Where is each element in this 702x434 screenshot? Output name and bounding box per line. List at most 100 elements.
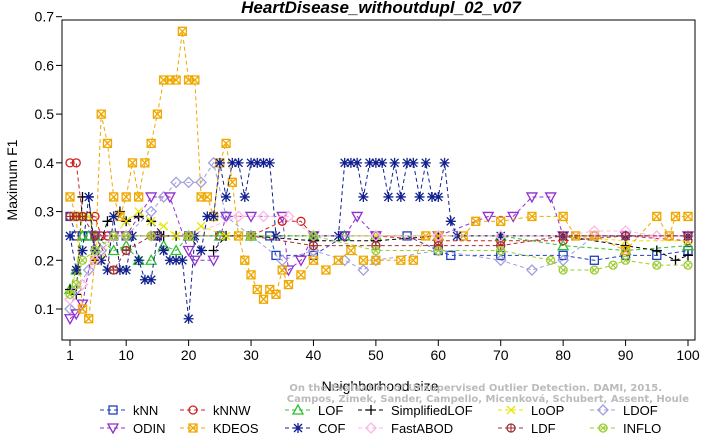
data-point-KDEOS [471,216,481,226]
data-point-kNN [271,250,281,261]
data-point-LoOP [159,221,169,231]
data-point-LDOF [369,254,382,267]
data-point-FastABOD [282,210,295,223]
data-point-COF [452,230,463,241]
data-point-kNN [589,255,600,265]
data-point-COF [133,255,144,266]
data-point-INFLO [90,245,100,256]
data-point-KDEOS [140,158,150,168]
data-point-KDEOS [152,109,163,119]
data-point-LOF [681,239,695,251]
data-point-COF [158,245,169,256]
y-tick-label: 0.4 [35,155,55,171]
data-point-ODIN [70,309,83,321]
data-point-KDEOS [202,192,212,202]
legend-label: KDEOS [213,421,259,434]
y-axis-label: Maximum F1 [4,139,20,220]
data-point-KDEOS [308,255,319,265]
data-point-LDF [683,231,693,241]
data-point-INFLO [620,255,631,265]
data-point-ODIN [544,192,557,204]
data-point-COF [495,230,506,241]
data-point-COF [370,157,381,168]
legend-marker-KDEOS [188,423,198,433]
legend-label: ODIN [133,421,166,434]
data-point-INFLO [371,245,381,256]
data-point-ODIN [207,255,220,267]
data-point-COF [264,157,275,168]
data-point-LDOF [170,176,183,189]
data-point-KDEOS [652,211,662,222]
data-point-COF [102,265,113,276]
data-point-SimplifiedLOF [651,245,662,256]
data-point-LDF [109,265,119,275]
data-point-kNNW [65,158,75,168]
data-point-COF [202,211,213,222]
data-point-COF [427,191,438,202]
data-point-COF [345,157,356,168]
data-point-LDOF [207,156,220,169]
data-point-COF [445,216,456,227]
data-point-LDOF [64,303,76,315]
data-point-FastABOD [494,230,507,242]
series-line-KDEOS [69,31,688,321]
data-point-FastABOD [650,230,663,242]
data-point-KDEOS [333,255,344,265]
data-point-COF [196,245,207,256]
data-point-kNN [496,250,506,261]
data-point-KDEOS [77,304,88,314]
data-point-KDEOS [121,192,131,202]
data-point-KDEOS [246,270,256,280]
data-point-LDF [371,241,381,251]
data-point-KDEOS [177,26,188,36]
data-point-COF [339,157,350,168]
data-point-COF [439,157,450,168]
data-point-COF [65,230,75,241]
data-point-kNNW [71,158,81,168]
data-point-INFLO [109,231,119,241]
data-point-KDEOS [271,289,281,300]
data-point-COF [420,157,431,168]
data-point-COF [377,157,388,168]
data-point-LoOP [196,221,206,231]
data-point-INFLO [652,260,662,270]
legend-item-ODIN: ODIN [100,421,166,434]
data-point-LDF [121,245,131,256]
data-point-KDEOS [670,211,681,222]
data-point-ODIN [219,211,233,223]
legend-marker-ODIN [106,423,120,434]
data-point-LDOF [82,264,95,276]
data-point-LDOF [145,205,158,218]
data-point-LDF [308,241,319,251]
series-KDEOS [65,26,693,324]
data-point-COF [127,230,138,241]
x-tick-label: 80 [555,347,571,363]
legend-item-KDEOS: KDEOS [180,421,259,434]
data-point-FastABOD [588,225,601,237]
y-tick-label: 0.1 [35,301,55,317]
data-point-ODIN [188,255,201,267]
legend-item-kNNW: kNNW [180,403,251,418]
data-point-KDEOS [102,138,113,149]
data-point-LoOP [221,231,231,241]
legend: kNN kNNW LOF SimplifiedLOF LoOP LDOF ODIN KDEOS… [100,403,661,434]
x-tick-label: 10 [118,347,134,363]
data-point-KDEOS [346,245,356,256]
data-point-KDEOS [221,138,231,149]
plot-frame [61,19,696,341]
data-point-LDF [77,211,88,222]
x-tick-label: 60 [431,347,447,363]
data-point-LDOF [357,264,370,276]
data-point-KDEOS [396,255,406,265]
legend-label: LoOP [531,403,564,418]
data-point-FastABOD [369,230,382,242]
data-point-COF [364,157,375,168]
data-point-COF [114,265,125,276]
legend-marker-INFLO [598,423,608,433]
data-point-LOF [107,244,120,256]
data-point-COF [146,274,157,285]
data-point-COF [333,230,344,241]
data-point-COF [77,245,88,256]
data-point-LDF [558,231,568,241]
